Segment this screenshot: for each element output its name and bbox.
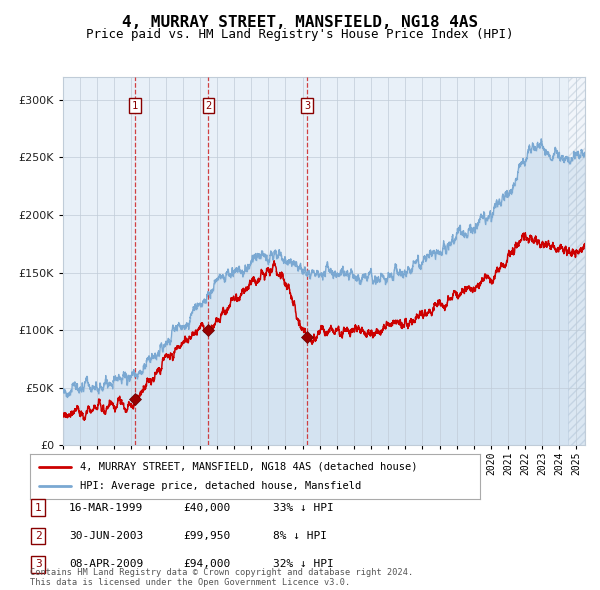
Text: 2: 2 xyxy=(205,100,212,110)
Text: 1: 1 xyxy=(35,503,41,513)
Text: 08-APR-2009: 08-APR-2009 xyxy=(69,559,143,569)
Text: 16-MAR-1999: 16-MAR-1999 xyxy=(69,503,143,513)
Text: 32% ↓ HPI: 32% ↓ HPI xyxy=(273,559,334,569)
Bar xyxy=(568,77,585,445)
Text: 30-JUN-2003: 30-JUN-2003 xyxy=(69,531,143,541)
Text: 3: 3 xyxy=(35,559,41,569)
Text: £94,000: £94,000 xyxy=(183,559,230,569)
Text: Price paid vs. HM Land Registry's House Price Index (HPI): Price paid vs. HM Land Registry's House … xyxy=(86,28,514,41)
Text: 2: 2 xyxy=(35,531,41,541)
Text: Contains HM Land Registry data © Crown copyright and database right 2024.
This d: Contains HM Land Registry data © Crown c… xyxy=(30,568,413,587)
Text: 1: 1 xyxy=(132,100,138,110)
Text: 4, MURRAY STREET, MANSFIELD, NG18 4AS (detached house): 4, MURRAY STREET, MANSFIELD, NG18 4AS (d… xyxy=(79,462,417,471)
Text: 33% ↓ HPI: 33% ↓ HPI xyxy=(273,503,334,513)
Text: HPI: Average price, detached house, Mansfield: HPI: Average price, detached house, Mans… xyxy=(79,481,361,491)
Text: 4, MURRAY STREET, MANSFIELD, NG18 4AS: 4, MURRAY STREET, MANSFIELD, NG18 4AS xyxy=(122,15,478,30)
Text: £40,000: £40,000 xyxy=(183,503,230,513)
Text: 3: 3 xyxy=(304,100,310,110)
Text: 8% ↓ HPI: 8% ↓ HPI xyxy=(273,531,327,541)
Text: £99,950: £99,950 xyxy=(183,531,230,541)
